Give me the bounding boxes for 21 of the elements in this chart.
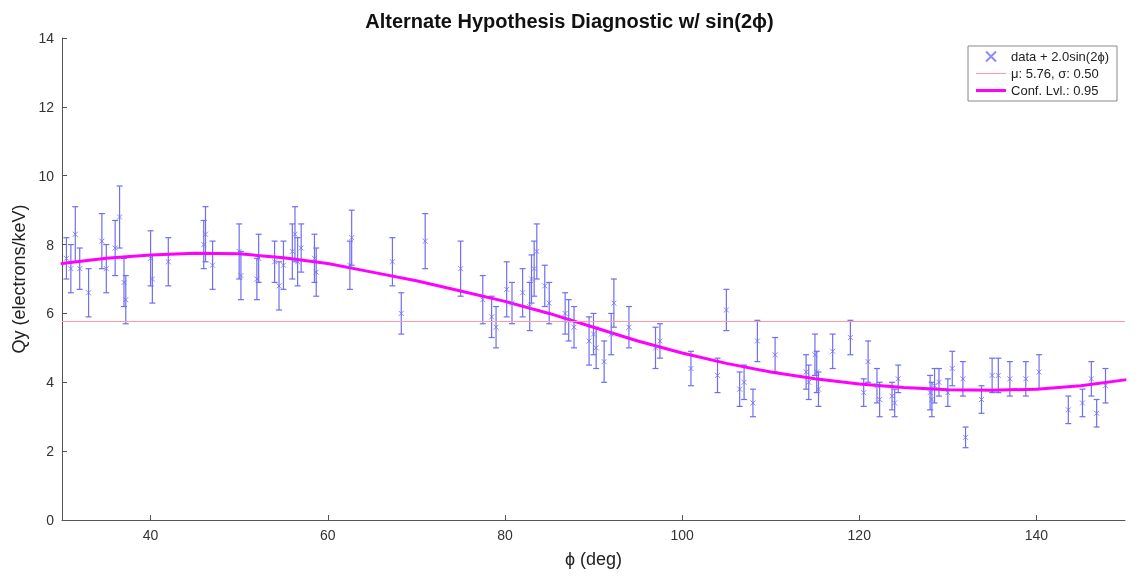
y-tick-label: 10: [38, 167, 55, 184]
x-tick-label: 140: [1024, 527, 1049, 543]
x-tick-label: 100: [670, 527, 694, 543]
y-tick-label: 0: [46, 512, 55, 528]
y-tick-label: 2: [46, 443, 55, 460]
y-tick-label: 12: [38, 98, 55, 115]
y-axis-title: Qy (electrons/keV): [8, 204, 29, 354]
x-tick-label: 40: [142, 527, 159, 543]
chart-title: Alternate Hypothesis Diagnostic w/ sin(2ϕ): [365, 10, 774, 32]
legend-label: μ: 5.76, σ: 0.50: [1011, 66, 1099, 81]
y-tick-label: 8: [46, 236, 55, 253]
x-tick-label: 120: [847, 527, 872, 543]
y-tick-label: 4: [46, 374, 55, 391]
y-tick-label: 14: [38, 30, 55, 46]
y-tick-label: 6: [46, 305, 55, 322]
legend-label: Conf. Lvl.: 0.95: [1011, 83, 1099, 98]
legend-label: data + 2.0sin(2ϕ): [1011, 49, 1110, 64]
x-axis-title: ϕ (deg): [564, 549, 623, 569]
x-tick-label: 60: [319, 527, 336, 543]
x-tick-label: 80: [497, 527, 513, 543]
line-series: [60, 251, 1127, 392]
